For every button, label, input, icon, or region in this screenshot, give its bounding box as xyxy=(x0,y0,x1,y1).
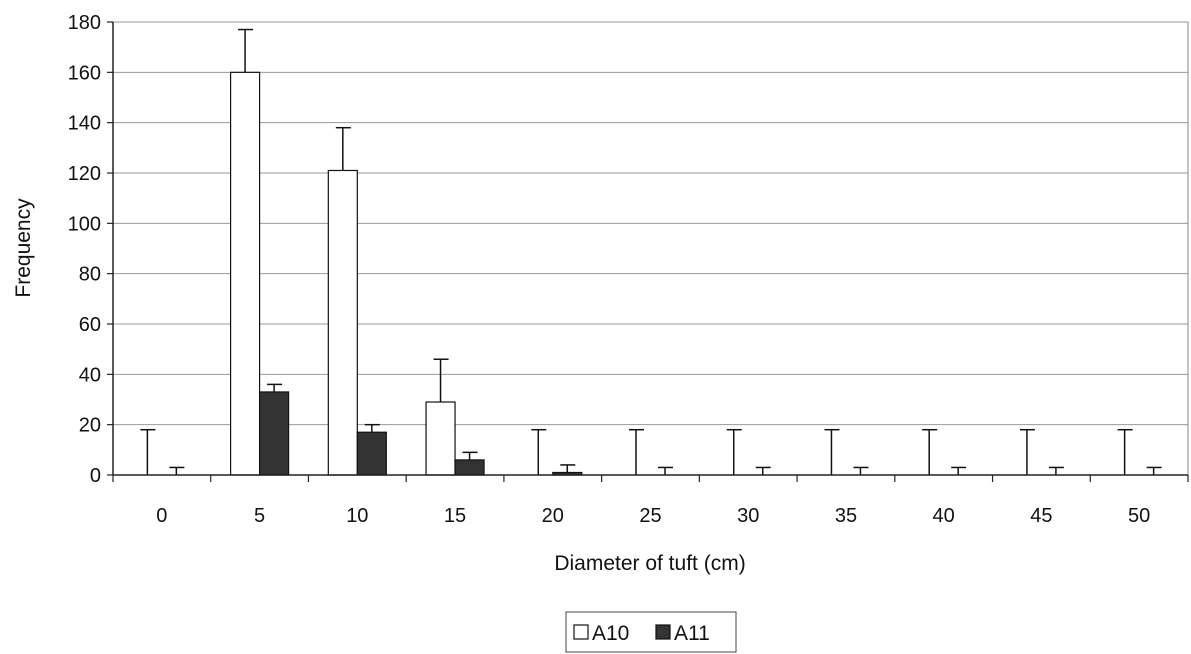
y-tick-label: 160 xyxy=(68,62,101,84)
y-axis-title: Frequency xyxy=(12,198,35,298)
x-tick-label: 15 xyxy=(444,505,466,527)
bar-a11 xyxy=(454,459,485,476)
x-tick-label: 20 xyxy=(542,505,564,527)
y-tick-label: 0 xyxy=(90,465,101,487)
y-tick-label: 20 xyxy=(79,415,101,437)
bar-a10 xyxy=(425,401,456,476)
y-tick-label: 120 xyxy=(68,163,101,185)
x-tick-label: 0 xyxy=(156,505,167,527)
x-tick-label: 30 xyxy=(737,505,759,527)
bar-a10 xyxy=(327,169,358,476)
legend-label-a11: A11 xyxy=(674,622,710,645)
x-tick-label: 10 xyxy=(346,505,368,527)
grid-lines xyxy=(113,21,1188,426)
y-tick-label: 140 xyxy=(68,113,101,135)
y-tick-label: 60 xyxy=(79,314,101,336)
x-tick-label: 40 xyxy=(933,505,955,527)
bars xyxy=(132,71,1169,476)
legend-box xyxy=(565,611,737,653)
y-tick-label: 180 xyxy=(68,12,101,34)
y-axis: 0 20 40 60 80 100 120 140 160 180 xyxy=(68,12,113,487)
bar-a11 xyxy=(356,431,387,476)
plot-area xyxy=(112,21,1189,476)
x-tick-label: 25 xyxy=(639,505,661,527)
legend-swatch-a10 xyxy=(573,624,589,640)
y-tick-label: 80 xyxy=(79,264,101,286)
x-tick-label: 35 xyxy=(835,505,857,527)
bar-a10 xyxy=(229,71,261,476)
error-bars xyxy=(140,28,1162,475)
x-tick-label: 5 xyxy=(254,505,265,527)
x-tick-label: 45 xyxy=(1030,505,1052,527)
y-tick-label: 40 xyxy=(79,364,101,386)
legend-label-a10: A10 xyxy=(592,622,629,645)
bar-a11 xyxy=(258,391,290,476)
legend: A10 A11 xyxy=(565,611,737,653)
x-axis: 0 5 10 15 20 25 30 35 40 45 50 xyxy=(112,475,1189,527)
x-axis-title: Diameter of tuft (cm) xyxy=(554,552,745,575)
x-tick-label: 50 xyxy=(1128,505,1150,527)
legend-swatch-a11 xyxy=(655,624,671,640)
y-tick-label: 100 xyxy=(68,213,101,235)
